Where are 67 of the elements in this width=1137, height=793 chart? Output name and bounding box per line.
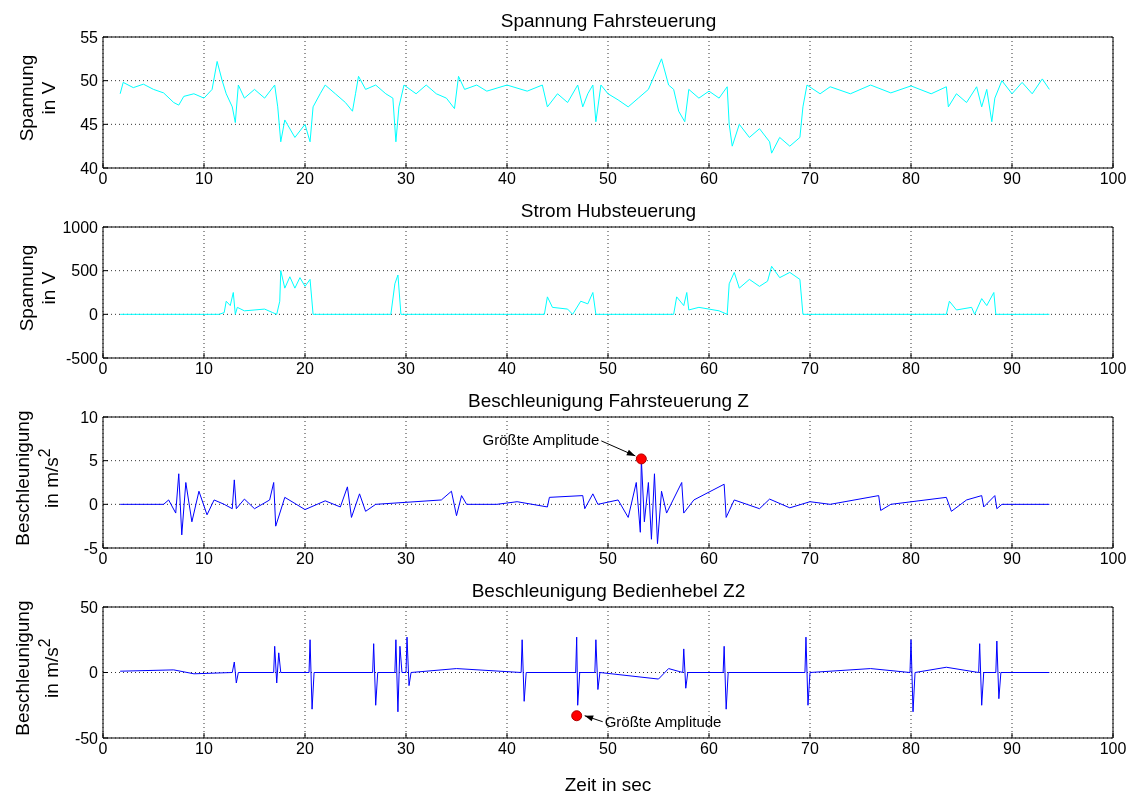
chart-title: Spannung Fahrsteuerung <box>499 10 718 32</box>
y-tick-label: 500 <box>71 262 99 280</box>
line-series <box>119 265 1050 315</box>
x-tick-label: 20 <box>296 740 314 758</box>
x-tick-label: 70 <box>801 170 819 188</box>
y-tick-label: 0 <box>89 496 99 514</box>
x-tick-label: 70 <box>801 360 819 378</box>
x-tick-label: 50 <box>599 170 617 188</box>
x-tick-label: 80 <box>902 740 920 758</box>
y-tick-label: -50 <box>74 729 99 747</box>
x-tick-label: 80 <box>902 170 920 188</box>
y-tick-label: 50 <box>80 72 99 90</box>
x-axis-title: Zeit in sec <box>564 774 652 793</box>
x-tick-label: 20 <box>296 360 314 378</box>
annotation: Größte Amplitude <box>604 712 722 730</box>
x-tick-label: 100 <box>1099 170 1127 188</box>
chart-title: Beschleunigung Bedienhebel Z2 <box>470 580 747 602</box>
x-tick-label: 50 <box>599 550 617 568</box>
y-tick-label: 45 <box>80 116 99 134</box>
line-series <box>119 58 1050 154</box>
y-tick-label: 40 <box>80 159 99 177</box>
y-axis-title: Spannung in V <box>16 54 60 142</box>
x-tick-label: 40 <box>498 360 516 378</box>
y-axis-title: Spannung in V <box>16 244 60 332</box>
y-tick-label: 0 <box>89 306 99 324</box>
x-tick-label: 30 <box>397 740 415 758</box>
chart-title: Beschleunigung Fahrsteuerung Z <box>467 390 750 412</box>
x-tick-label: 50 <box>599 360 617 378</box>
x-tick-label: 30 <box>397 550 415 568</box>
line-series <box>119 636 1050 713</box>
x-tick-label: 60 <box>700 550 718 568</box>
y-tick-label: 5 <box>89 452 99 470</box>
chart-title: Strom Hubsteuerung <box>519 200 698 222</box>
y-tick-label: 55 <box>80 28 99 46</box>
x-tick-label: 80 <box>902 360 920 378</box>
x-tick-label: 70 <box>801 550 819 568</box>
x-tick-label: 100 <box>1099 550 1127 568</box>
y-tick-label: 10 <box>80 408 99 426</box>
x-tick-label: 80 <box>902 550 920 568</box>
x-tick-label: 40 <box>498 740 516 758</box>
y-tick-label: -5 <box>83 539 99 557</box>
y-tick-label: 0 <box>89 664 99 682</box>
x-tick-label: 60 <box>700 360 718 378</box>
x-tick-label: 20 <box>296 170 314 188</box>
x-tick-label: 40 <box>498 170 516 188</box>
x-tick-label: 30 <box>397 170 415 188</box>
y-tick-label: 50 <box>80 598 99 616</box>
x-tick-label: 30 <box>397 360 415 378</box>
x-tick-label: 100 <box>1099 360 1127 378</box>
x-tick-label: 60 <box>700 170 718 188</box>
x-tick-label: 90 <box>1003 550 1021 568</box>
x-tick-label: 10 <box>195 170 213 188</box>
x-tick-label: 20 <box>296 550 314 568</box>
x-tick-label: 10 <box>195 360 213 378</box>
y-tick-label: 1000 <box>62 218 99 236</box>
x-tick-label: 70 <box>801 740 819 758</box>
x-tick-label: 90 <box>1003 740 1021 758</box>
x-tick-label: 60 <box>700 740 718 758</box>
x-tick-label: 40 <box>498 550 516 568</box>
x-tick-label: 50 <box>599 740 617 758</box>
annotation: Größte Amplitude <box>482 430 600 448</box>
x-tick-label: 90 <box>1003 170 1021 188</box>
x-tick-label: 90 <box>1003 360 1021 378</box>
y-tick-label: -500 <box>65 349 99 367</box>
x-tick-label: 100 <box>1099 740 1127 758</box>
x-tick-label: 10 <box>195 740 213 758</box>
x-tick-label: 10 <box>195 550 213 568</box>
